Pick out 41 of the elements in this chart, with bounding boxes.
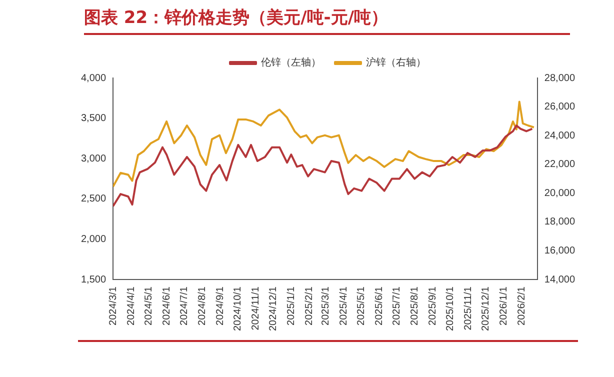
x-tick-label: 2025/8/1	[409, 286, 420, 326]
y2-tick-label: 14,000	[544, 274, 576, 286]
x-tick-label: 2024/6/1	[161, 286, 172, 326]
x-tick-label: 2024/10/1	[232, 286, 244, 332]
x-tick-label: 2024/5/1	[143, 286, 154, 326]
y2-tick-label: 26,000	[544, 102, 576, 113]
x-tick-label: 2025/12/1	[480, 286, 492, 332]
legend-label: 沪锌（右轴）	[366, 56, 426, 69]
chart-title: 图表 22：锌价格走势（美元/吨-元/吨）	[84, 6, 570, 35]
y2-tick-label: 20,000	[544, 188, 576, 199]
x-tick-label: 2024/8/1	[196, 286, 208, 326]
x-tick-label: 2025/11/1	[462, 286, 474, 330]
x-tick-label: 2024/12/1	[268, 286, 279, 332]
x-tick-label: 2026/1/1	[498, 286, 510, 326]
y-tick-label: 2,000	[80, 234, 106, 245]
x-tick-label: 2025/1/1	[286, 286, 297, 326]
y-tick-label: 2,500	[80, 194, 106, 205]
x-tick-label: 2024/9/1	[214, 286, 226, 326]
y2-tick-label: 16,000	[544, 245, 576, 256]
y-tick-label: 3,500	[80, 113, 106, 124]
y2-tick-label: 28,000	[544, 72, 576, 84]
x-tick-label: 2025/7/1	[391, 286, 402, 326]
x-tick-label: 2025/9/1	[427, 286, 438, 326]
x-tick-label: 2025/6/1	[374, 286, 385, 326]
y-tick-label: 3,000	[80, 153, 106, 164]
x-tick-label: 2025/3/1	[320, 286, 332, 326]
legend-label: 伦锌（左轴）	[261, 56, 321, 69]
y-tick-label: 1,500	[80, 274, 106, 286]
x-tick-label: 2024/3/1	[108, 286, 119, 326]
x-tick-label: 2024/4/1	[126, 286, 137, 326]
x-tick-label: 2024/7/1	[178, 286, 190, 326]
y-tick-label: 4,000	[80, 72, 106, 84]
y2-tick-label: 22,000	[544, 159, 576, 170]
y2-tick-label: 18,000	[544, 216, 576, 228]
y2-tick-label: 24,000	[544, 130, 576, 142]
x-tick-label: 2025/5/1	[356, 286, 367, 326]
x-tick-label: 2026/2/1	[516, 286, 528, 326]
x-tick-label: 2025/10/1	[444, 286, 456, 332]
x-tick-label: 2024/11/1	[250, 286, 262, 330]
x-tick-label: 2025/2/1	[304, 286, 315, 326]
x-tick-label: 2025/4/1	[338, 286, 350, 326]
